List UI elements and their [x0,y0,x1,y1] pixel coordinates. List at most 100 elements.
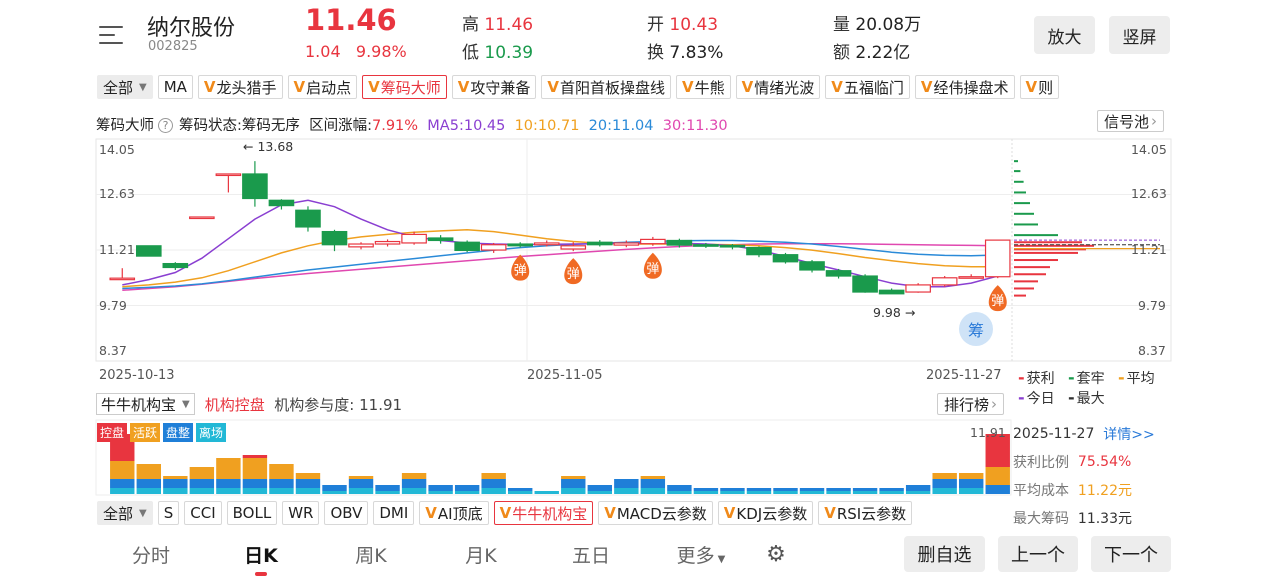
candle-body [109,277,136,281]
turnover-label: 换 [647,43,664,63]
candle [242,161,268,207]
stock-name: 纳尔股份 [147,16,236,41]
bottom-indicator-4[interactable]: OBV [324,501,369,525]
min-price-value: 9.98 [873,305,901,320]
menu-icon[interactable] [99,26,123,46]
top-indicator-4[interactable]: V 攻守兼备 [451,75,537,99]
help-icon[interactable]: ? [158,118,173,133]
date-mid: 2025-11-05 [527,368,603,383]
candle-body [560,245,587,250]
detail-link[interactable]: 详情>> [1103,427,1155,443]
tab-intraday[interactable]: 分时 [131,544,170,567]
bottom-indicator-7[interactable]: V 牛牛机构宝 [493,501,594,525]
vip-icon: V [741,78,754,96]
institution-segment-active [932,473,957,479]
bottom-indicator-1[interactable]: CCI [184,501,222,525]
open-label: 开 [647,15,664,35]
rebound-marker-icon: 弹 [511,254,530,281]
caret-down-icon: ▼ [139,507,147,519]
ma30-value: 30:11.30 [662,118,728,134]
amount-label: 额 [833,43,850,63]
candle [693,242,719,248]
period-tabs: 分时 日K 周K 月K 五日 更多 ▼ ⚙ 删自选 上一个 下一个 [96,536,1171,576]
top-all-select[interactable]: 全部 ▼ [97,75,153,99]
zoom-button[interactable]: 放大 [1034,16,1095,54]
bottom-indicator-3[interactable]: WR [282,501,320,525]
tab-five-day[interactable]: 五日 [571,544,610,567]
candle-body [772,254,799,263]
top-indicator-9[interactable]: V 经伟操盘术 [914,75,1015,99]
tab-weekly-k[interactable]: 周K [355,544,387,567]
tab-daily-k[interactable]: 日K [206,541,316,576]
candle [454,240,480,253]
portrait-button[interactable]: 竖屏 [1109,16,1170,54]
rebound-marker-icon: 弹 [643,252,662,279]
candle-body [242,173,268,200]
bottom-indicator-10[interactable]: V RSI云参数 [818,501,913,525]
rebound-marker-icon: 弹 [988,285,1007,312]
bottom-indicator-0[interactable]: S [157,501,180,525]
bottom-indicator-6[interactable]: V AI顶底 [419,501,489,525]
institution-segment-exit [216,488,241,494]
tag-consolidate: 盘整 [163,423,194,442]
bottom-indicator-9[interactable]: V KDJ云参数 [717,501,814,525]
institution-bar [428,485,453,494]
institution-segment-active [216,458,241,479]
institution-segment-exit [110,488,135,494]
institution-segment-exit [401,488,427,494]
candle [825,268,852,279]
turnover-stat: 换 7.83% [647,38,723,63]
vip-icon: V [920,78,933,96]
institution-bar [773,488,798,494]
bottom-indicator-8[interactable]: V MACD云参数 [598,501,713,525]
candle [135,245,162,257]
institution-bar [799,488,825,494]
candle-body [878,289,905,295]
candle-body [984,239,1011,278]
institution-segment-active [985,467,1010,485]
rank-button[interactable]: 排行榜 › [937,393,1005,415]
gear-icon[interactable]: ⚙ [766,541,786,567]
chevron-right-icon: › [1151,112,1158,130]
signal-pool-button[interactable]: 信号池 › [1097,110,1165,132]
avg-cost-label: 平均成本 [1013,483,1069,499]
top-indicator-6[interactable]: V 牛熊 [676,75,731,99]
previous-stock-button[interactable]: 上一个 [998,536,1078,572]
amount-value: 2.22亿 [855,43,911,63]
candle-body [480,244,507,251]
institution-select[interactable]: 牛牛机构宝 ▼ [96,393,195,415]
candle-body [799,261,825,271]
rebound-label: 弹 [514,264,527,279]
institution-segment-exit [481,488,506,494]
axis-left-5: 8.37 [99,343,127,358]
chip-bar [1014,160,1018,163]
institution-segment-exit [189,488,215,494]
institution-segment-active [561,476,586,479]
max-chip-label: 最大筹码 [1013,511,1069,527]
chip-bar [1014,241,1082,244]
tab-more[interactable]: 更多 ▼ [646,541,756,568]
top-indicator-label: MA [163,78,187,96]
top-indicator-0[interactable]: MA [157,75,193,99]
top-indicator-5[interactable]: V 首阳首板操盘线 [541,75,672,99]
institution-segment-exit [428,491,453,494]
bottom-all-select[interactable]: 全部 ▼ [97,501,153,525]
remove-watchlist-button[interactable]: 删自选 [904,536,985,572]
top-indicator-2[interactable]: V 启动点 [287,75,358,99]
bottom-indicator-2[interactable]: BOLL [226,501,278,525]
top-indicator-1[interactable]: V 龙头猎手 [197,75,283,99]
top-indicator-7[interactable]: V 情绪光波 [735,75,821,99]
bottom-indicator-5[interactable]: DMI [373,501,415,525]
chip-marker-icon[interactable]: 筹 [959,312,993,346]
tab-monthly-k[interactable]: 月K [465,544,497,567]
vip-icon: V [831,78,843,96]
top-indicator-8[interactable]: V 五福临门 [825,75,910,99]
top-indicator-3[interactable]: V 筹码大师 [362,75,447,99]
institution-segment-consolidate [799,488,825,491]
next-stock-button[interactable]: 下一个 [1091,536,1171,572]
institution-segment-active [110,461,135,479]
bottom-indicator-label: OBV [330,504,363,522]
institution-segment-consolidate [348,479,374,488]
